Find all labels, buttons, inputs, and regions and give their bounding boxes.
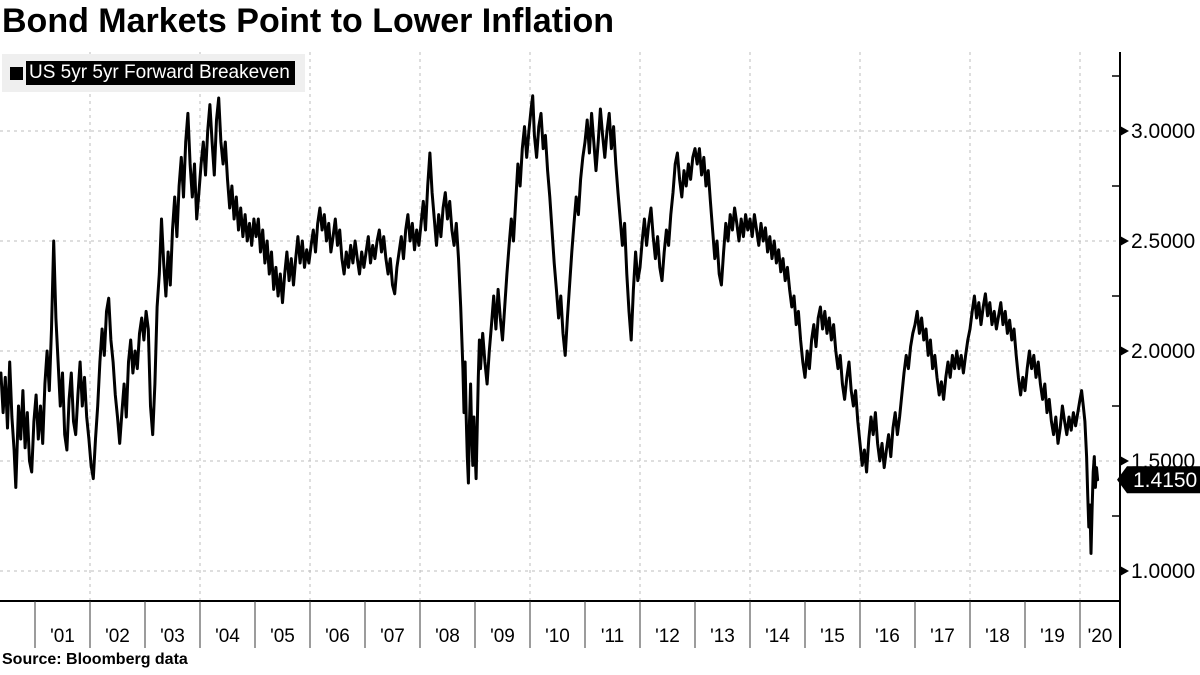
- legend: US 5yr 5yr Forward Breakeven: [2, 54, 305, 92]
- x-axis-label: '12: [655, 626, 680, 647]
- x-axis-label: '04: [215, 626, 240, 647]
- y-major-tick-arrow: [1120, 126, 1129, 136]
- last-price-flag-shape: [1117, 466, 1200, 494]
- x-axis-label: '07: [380, 626, 405, 647]
- x-axis-label: '09: [490, 626, 515, 647]
- x-axis-label: '10: [545, 626, 570, 647]
- y-axis-label: 2.0000: [1131, 340, 1195, 363]
- x-axis-label: '06: [325, 626, 350, 647]
- source-note: Source: Bloomberg data: [2, 651, 188, 668]
- legend-label: US 5yr 5yr Forward Breakeven: [26, 61, 295, 85]
- x-axis-label: '15: [820, 626, 845, 647]
- y-axis-label: 1.0000: [1131, 560, 1195, 583]
- x-axis-label: '02: [105, 626, 130, 647]
- x-axis-label: '08: [435, 626, 460, 647]
- x-axis-label: '11: [601, 626, 624, 647]
- last-price-flag: 1.4150: [1117, 466, 1200, 494]
- y-major-tick-arrow: [1120, 566, 1129, 576]
- last-price-label: 1.4150: [1133, 469, 1197, 492]
- x-axis-label: '05: [270, 626, 295, 647]
- x-axis-label: '16: [875, 626, 900, 647]
- x-axis-label: '20: [1088, 626, 1113, 647]
- x-axis-label: '18: [985, 626, 1010, 647]
- x-axis-label: '14: [765, 626, 790, 647]
- legend-swatch-icon: [10, 66, 23, 80]
- chart-title: Bond Markets Point to Lower Inflation: [2, 2, 614, 40]
- y-major-tick-arrow: [1120, 456, 1129, 466]
- x-axis-label: '17: [930, 626, 955, 647]
- x-axis-label: '19: [1040, 626, 1065, 647]
- y-axis-label: 2.5000: [1131, 230, 1195, 253]
- x-axis-label: '03: [160, 626, 185, 647]
- x-axis-label: '13: [710, 626, 735, 647]
- series-line: [0, 94, 1100, 555]
- gridlines: [0, 52, 1120, 601]
- y-axis-label: 3.0000: [1131, 120, 1195, 143]
- y-major-tick-arrow: [1120, 346, 1129, 356]
- y-major-tick-arrow: [1120, 236, 1129, 246]
- x-axis-label: '01: [50, 626, 75, 647]
